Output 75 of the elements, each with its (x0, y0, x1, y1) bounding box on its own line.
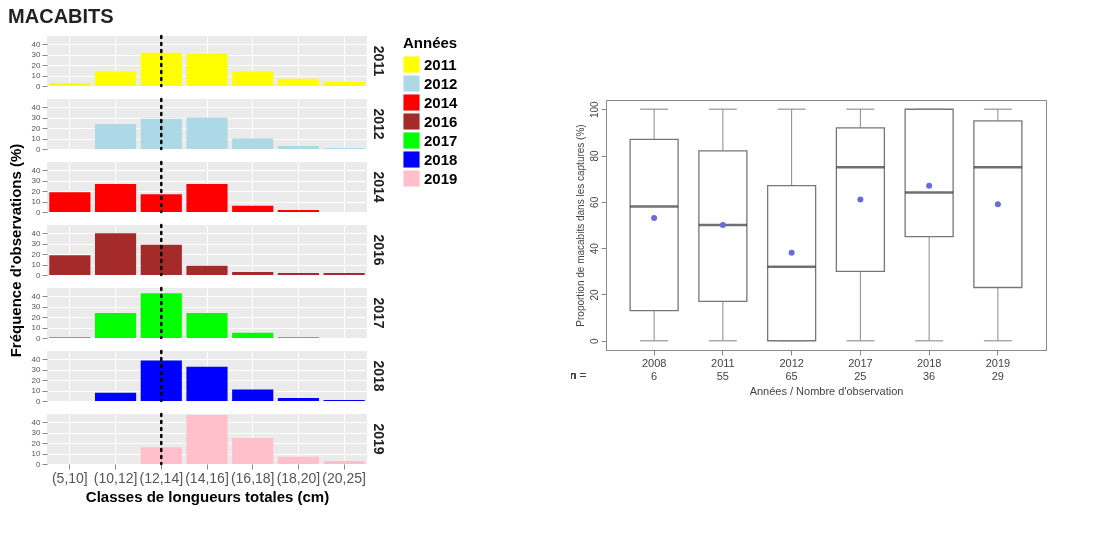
y-tick-label: 30 (31, 302, 42, 312)
y-tick-label: 0 (36, 144, 42, 154)
y-tick-label: 40 (31, 165, 42, 175)
legend-label: 2012 (424, 74, 458, 92)
y-tick-label: 40 (31, 102, 42, 112)
y-tick-label: 60 (588, 196, 600, 208)
x-tick-label: (10,12] (93, 469, 138, 486)
text: 2014 (371, 171, 387, 203)
y-tick-label: 10 (31, 323, 42, 333)
text: n = (570, 369, 586, 381)
y-tick-label: 40 (31, 354, 42, 364)
x-tick-label: (12,14] (139, 469, 184, 486)
y-tick-label: 10 (31, 197, 42, 207)
y-tick-label: 0 (36, 207, 42, 217)
y-tick-label: 20 (31, 123, 42, 133)
text: 2017 (371, 297, 387, 329)
y-axis-title: Proportion de macabits dans les captures (%) (574, 124, 586, 327)
y-tick-label: 40 (588, 242, 600, 255)
y-tick-label: 30 (31, 428, 42, 438)
chart-title: MACABITS (8, 4, 114, 27)
x-tick-label: 2011 55 (711, 356, 735, 382)
y-tick-label: 30 (31, 365, 42, 375)
y-tick-label: 10 (31, 260, 42, 270)
y-tick-label: 20 (588, 288, 600, 301)
y-tick-label: 20 (31, 312, 42, 322)
y-tick-label: 20 (31, 438, 42, 448)
legend-label: 2019 (424, 169, 458, 187)
legend-label: 2014 (424, 93, 459, 111)
x-tick-label: 2017 25 (848, 356, 873, 382)
legend-label: 2017 (424, 131, 458, 149)
y-tick-label: 0 (36, 333, 42, 343)
y-tick-label: 0 (36, 396, 42, 406)
x-tick-label: (18,20] (276, 469, 321, 486)
legend-label: 2018 (424, 150, 458, 168)
legend-title: Années (403, 34, 458, 51)
y-tick-label: 30 (31, 239, 42, 249)
legend-label: 2016 (424, 112, 458, 130)
y-tick-label: 10 (31, 449, 42, 459)
y-tick-label: 40 (31, 39, 42, 49)
y-tick-label: 0 (36, 270, 42, 280)
text: 2016 (371, 234, 387, 266)
x-tick-label: 2008 6 (641, 356, 667, 382)
x-tick-label: 2018 36 (916, 356, 942, 382)
x-tick-label: (5,10] (51, 469, 88, 486)
y-tick-label: 0 (36, 459, 42, 469)
x-tick-label: (14,16] (185, 469, 229, 486)
y-tick-label: 10 (31, 386, 42, 396)
text: 2019 (371, 423, 387, 455)
y-tick-label: 0 (36, 81, 42, 91)
text: 2011 (371, 45, 387, 77)
y-tick-label: 40 (31, 291, 42, 301)
y-tick-label: 20 (31, 249, 42, 259)
legend-label: 2011 (424, 55, 457, 73)
y-axis-title: Fréquence d'observations (%) (6, 143, 24, 358)
text: 2012 (371, 108, 387, 140)
x-tick-label: (20,25] (322, 469, 366, 486)
y-tick-label: 20 (31, 60, 42, 70)
y-tick-label: 40 (31, 417, 42, 427)
y-tick-label: 20 (31, 375, 42, 385)
y-tick-label: 0 (588, 338, 600, 345)
x-axis-title: Classes de longueurs totales (cm) (85, 487, 330, 505)
y-tick-label: 100 (588, 100, 600, 119)
x-tick-label: 2012 65 (779, 356, 804, 382)
x-tick-label: (16,18] (230, 469, 275, 486)
x-axis-title: Années / Nombre d'observation (749, 384, 904, 397)
y-tick-label: 10 (31, 134, 42, 144)
y-tick-label: 20 (31, 186, 42, 196)
y-tick-label: 30 (31, 176, 42, 186)
y-tick-label: 80 (588, 150, 600, 162)
y-tick-label: 40 (31, 228, 42, 238)
y-tick-label: 30 (31, 50, 42, 60)
y-tick-label: 30 (31, 113, 42, 123)
y-tick-label: 10 (31, 71, 42, 81)
text: 2018 (371, 360, 387, 392)
x-tick-label: 2019 29 (985, 356, 1011, 382)
